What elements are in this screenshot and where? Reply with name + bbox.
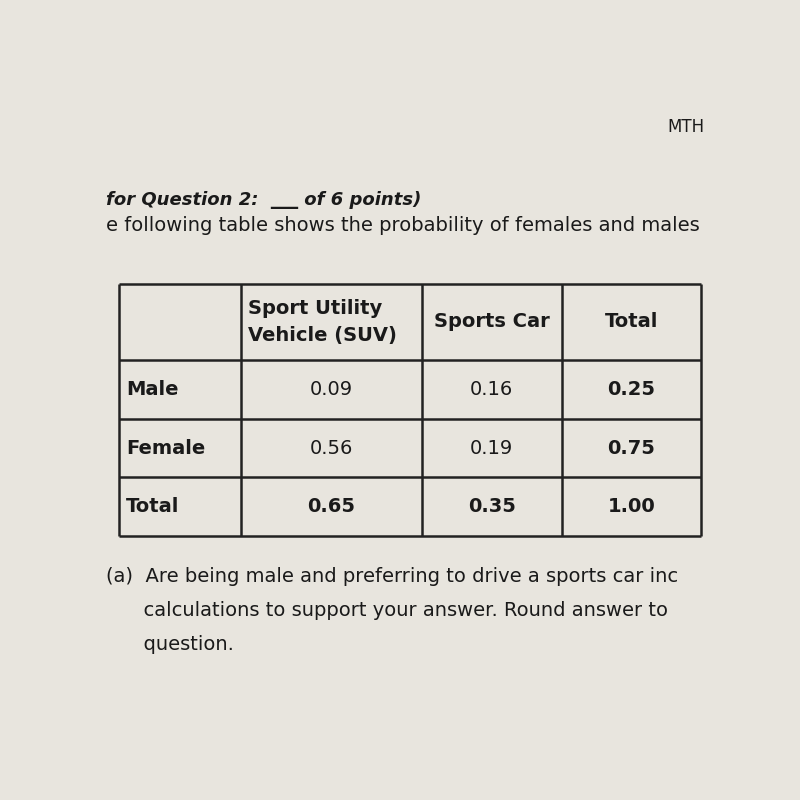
Text: Sports Car: Sports Car	[434, 312, 550, 331]
Text: (a)  Are being male and preferring to drive a sports car inc: (a) Are being male and preferring to dri…	[106, 567, 678, 586]
Text: 0.19: 0.19	[470, 438, 514, 458]
Text: Male: Male	[126, 380, 178, 398]
Text: question.: question.	[106, 635, 234, 654]
Text: e following table shows the probability of females and males: e following table shows the probability …	[106, 216, 700, 235]
Text: 0.35: 0.35	[468, 498, 515, 517]
Text: 0.09: 0.09	[310, 380, 353, 398]
Text: 0.56: 0.56	[310, 438, 353, 458]
Text: Total: Total	[605, 312, 658, 331]
Text: for Question 2:  ___ of 6 points): for Question 2: ___ of 6 points)	[106, 191, 422, 210]
Text: 0.16: 0.16	[470, 380, 514, 398]
Text: Vehicle (SUV): Vehicle (SUV)	[249, 326, 398, 345]
Text: Total: Total	[126, 498, 179, 517]
Text: 1.00: 1.00	[607, 498, 655, 517]
Text: Sport Utility: Sport Utility	[249, 298, 382, 318]
Text: 0.75: 0.75	[607, 438, 655, 458]
Text: 0.25: 0.25	[607, 380, 655, 398]
Bar	[118, 284, 702, 537]
Text: Female: Female	[126, 438, 206, 458]
Text: calculations to support your answer. Round answer to: calculations to support your answer. Rou…	[106, 601, 668, 620]
Text: 0.65: 0.65	[307, 498, 355, 517]
Text: MTH: MTH	[667, 118, 705, 135]
